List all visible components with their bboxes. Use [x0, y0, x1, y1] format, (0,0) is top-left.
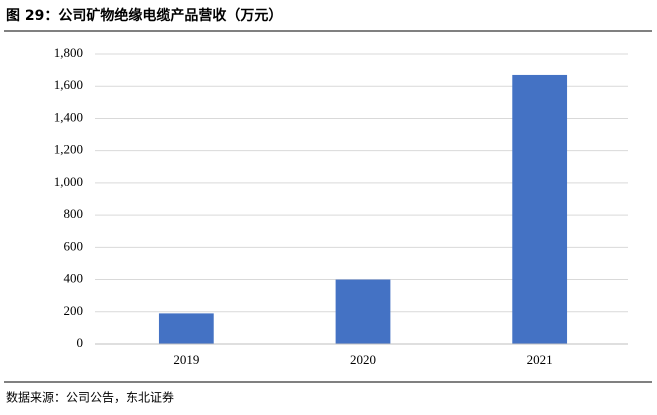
bar [512, 74, 568, 344]
bar [335, 279, 391, 344]
y-tick-label: 1,000 [54, 174, 83, 189]
bar [158, 313, 214, 344]
x-tick-label: 2021 [527, 352, 553, 367]
x-tick-label: 2019 [173, 352, 199, 367]
y-tick-label: 1,800 [54, 45, 83, 60]
y-tick-label: 200 [64, 303, 84, 318]
y-tick-label: 400 [64, 271, 84, 286]
x-tick-label: 2020 [350, 352, 376, 367]
y-tick-label: 600 [64, 238, 84, 253]
y-tick-label: 800 [64, 206, 84, 221]
source-note: 数据来源：公司公告，东北证券 [6, 390, 174, 405]
y-tick-label: 1,600 [54, 77, 83, 92]
y-tick-label: 0 [77, 335, 84, 350]
chart-title: 图 29：公司矿物绝缘电缆产品营收（万元） [6, 7, 282, 24]
y-tick-label: 1,200 [54, 142, 83, 157]
y-tick-label: 1,400 [54, 109, 83, 124]
